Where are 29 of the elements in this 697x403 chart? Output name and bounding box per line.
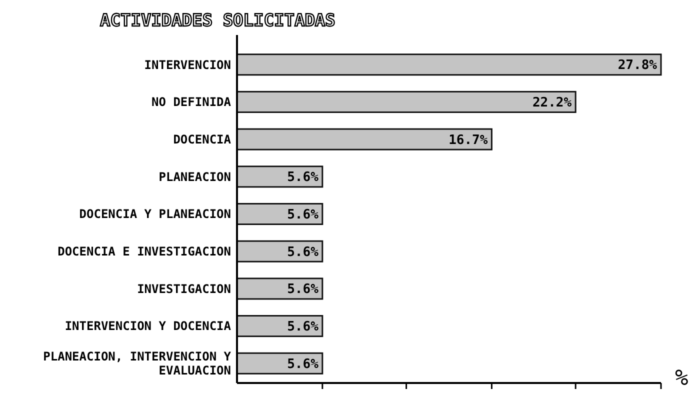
bar [236, 202, 324, 226]
x-axis-title: % [675, 366, 688, 391]
data-label: 5.6% [287, 244, 319, 260]
bar [236, 166, 324, 188]
y-tick-label: INTERVENCION Y DOCENCIA [64, 319, 232, 334]
data-label: 27.8% [618, 58, 658, 74]
data-label: 5.6% [287, 356, 319, 372]
data-label: 5.6% [287, 208, 319, 223]
bar [236, 352, 324, 374]
y-tick-label: INVESTIGACION [137, 282, 231, 296]
y-tick-label: PLANEACION, INTERVENCION Y EVALUACION [43, 350, 232, 378]
bar [236, 315, 324, 338]
data-label: 16.7% [448, 132, 488, 148]
y-tick-label: PLANEACION [158, 170, 231, 184]
y-tick-label: DOCENCIA [173, 132, 232, 147]
bar [236, 240, 324, 262]
data-label: 5.6% [287, 170, 319, 186]
bar [236, 90, 576, 113]
bar [236, 128, 492, 150]
bar [236, 54, 662, 76]
y-tick-label: NO DEFINIDA [152, 95, 232, 110]
chart-title: ACTIVIDADES SOLICITADAS [100, 11, 336, 31]
y-tick-label: DOCENCIA E INVESTIGACION [58, 244, 231, 259]
data-label: 22.2% [532, 96, 572, 111]
y-tick-label: DOCENCIA Y PLANEACION [79, 207, 231, 222]
bar [236, 278, 324, 300]
data-label: 5.6% [287, 320, 319, 335]
data-label: 5.6% [287, 282, 319, 298]
y-tick-label: INTERVENCION [144, 58, 231, 72]
